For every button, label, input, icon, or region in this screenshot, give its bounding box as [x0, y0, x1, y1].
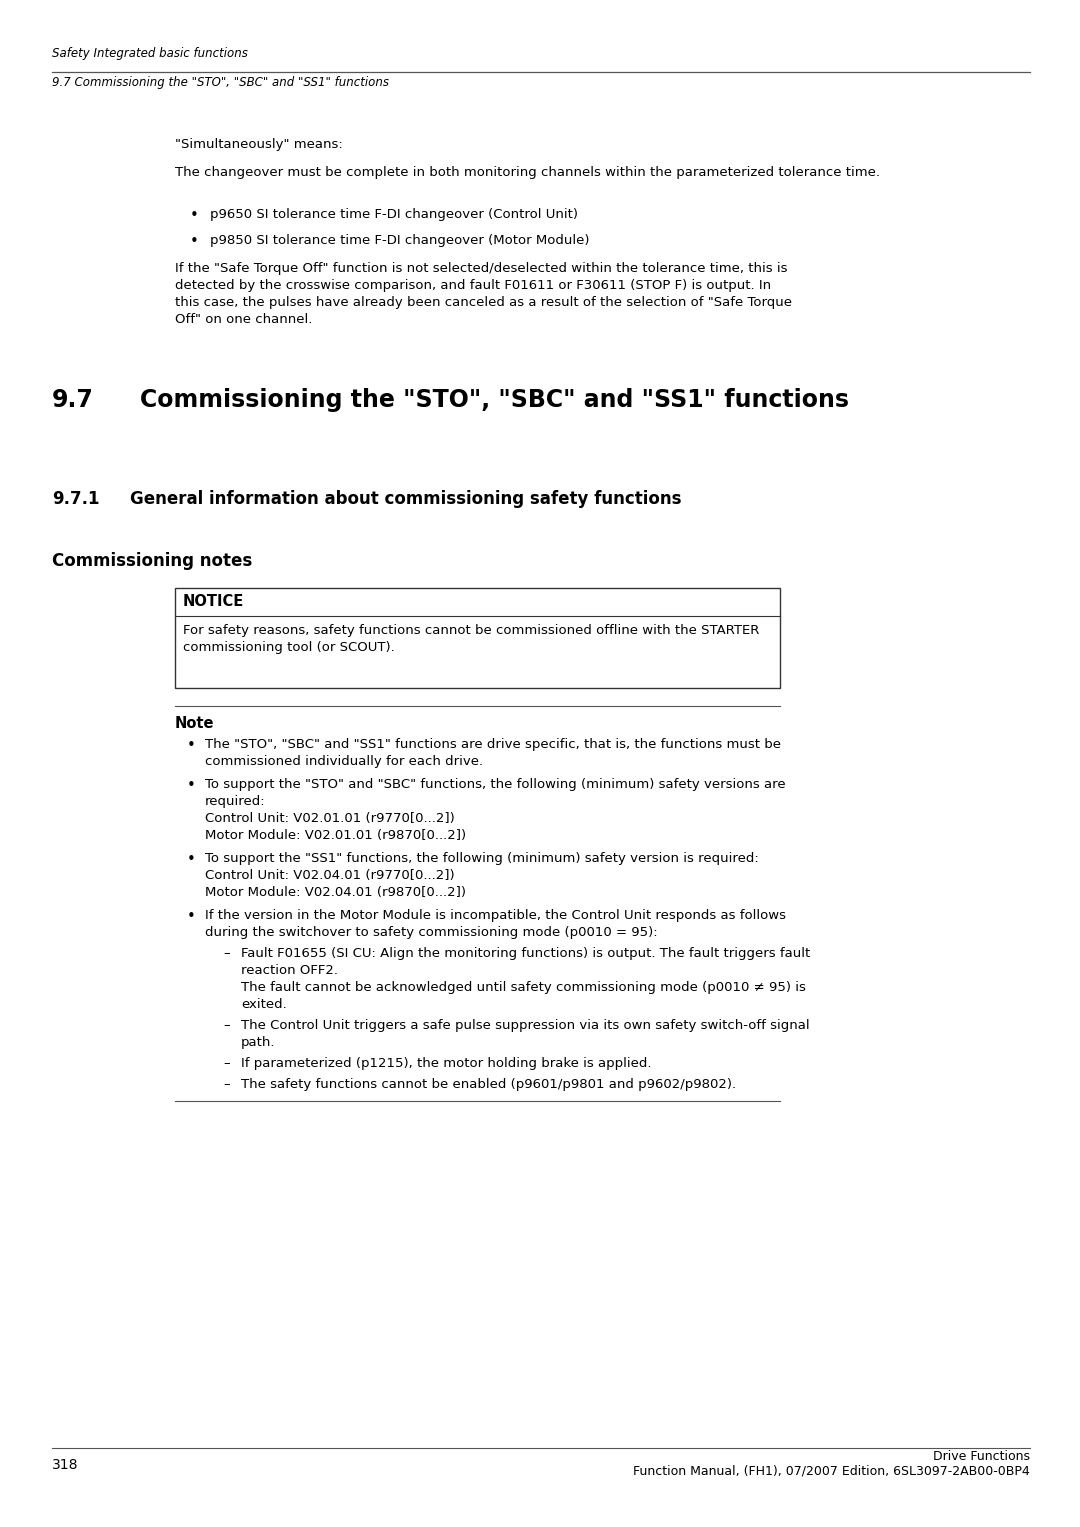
Text: p9850 SI tolerance time F-DI changeover (Motor Module): p9850 SI tolerance time F-DI changeover … — [210, 234, 590, 247]
Text: Control Unit: V02.01.01 (r9770[0...2]): Control Unit: V02.01.01 (r9770[0...2]) — [205, 812, 455, 825]
Text: commissioned individually for each drive.: commissioned individually for each drive… — [205, 754, 483, 768]
Text: •: • — [187, 777, 195, 793]
Text: –: – — [222, 1057, 230, 1070]
Text: The safety functions cannot be enabled (p9601/p9801 and p9602/p9802).: The safety functions cannot be enabled (… — [241, 1078, 737, 1090]
Text: during the switchover to safety commissioning mode (p0010 = 95):: during the switchover to safety commissi… — [205, 925, 658, 939]
Text: Off" on one channel.: Off" on one channel. — [175, 313, 312, 325]
Text: The changeover must be complete in both monitoring channels within the parameter: The changeover must be complete in both … — [175, 166, 880, 179]
Text: Commissioning the "STO", "SBC" and "SS1" functions: Commissioning the "STO", "SBC" and "SS1"… — [140, 388, 849, 412]
Text: •: • — [190, 234, 199, 249]
Bar — [175, 588, 780, 689]
Text: •: • — [187, 852, 195, 867]
Text: Note: Note — [175, 716, 215, 731]
Text: –: – — [222, 1019, 230, 1032]
Text: To support the "STO" and "SBC" functions, the following (minimum) safety version: To support the "STO" and "SBC" functions… — [205, 777, 785, 791]
Text: 9.7 Commissioning the "STO", "SBC" and "SS1" functions: 9.7 Commissioning the "STO", "SBC" and "… — [52, 76, 389, 89]
Text: Commissioning notes: Commissioning notes — [52, 551, 253, 570]
Text: The "STO", "SBC" and "SS1" functions are drive specific, that is, the functions : The "STO", "SBC" and "SS1" functions are… — [205, 738, 781, 751]
Text: 9.7: 9.7 — [52, 388, 94, 412]
Text: If the version in the Motor Module is incompatible, the Control Unit responds as: If the version in the Motor Module is in… — [205, 909, 786, 922]
Text: Drive Functions: Drive Functions — [933, 1451, 1030, 1463]
Text: path.: path. — [241, 1035, 275, 1049]
Text: The fault cannot be acknowledged until safety commissioning mode (p0010 ≠ 95) is: The fault cannot be acknowledged until s… — [241, 980, 806, 994]
Text: Fault F01655 (SI CU: Align the monitoring functions) is output. The fault trigge: Fault F01655 (SI CU: Align the monitorin… — [241, 947, 810, 960]
Text: exited.: exited. — [241, 999, 287, 1011]
Text: General information about commissioning safety functions: General information about commissioning … — [130, 490, 681, 508]
Text: –: – — [222, 1078, 230, 1090]
Text: Motor Module: V02.01.01 (r9870[0...2]): Motor Module: V02.01.01 (r9870[0...2]) — [205, 829, 467, 841]
Text: –: – — [222, 947, 230, 960]
Text: Function Manual, (FH1), 07/2007 Edition, 6SL3097-2AB00-0BP4: Function Manual, (FH1), 07/2007 Edition,… — [633, 1464, 1030, 1477]
Text: 9.7.1: 9.7.1 — [52, 490, 99, 508]
Text: 318: 318 — [52, 1458, 79, 1472]
Text: •: • — [190, 208, 199, 223]
Text: NOTICE: NOTICE — [183, 594, 244, 609]
Text: "Simultaneously" means:: "Simultaneously" means: — [175, 137, 342, 151]
Text: detected by the crosswise comparison, and fault F01611 or F30611 (STOP F) is out: detected by the crosswise comparison, an… — [175, 279, 771, 292]
Text: this case, the pulses have already been canceled as a result of the selection of: this case, the pulses have already been … — [175, 296, 792, 308]
Text: commissioning tool (or SCOUT).: commissioning tool (or SCOUT). — [183, 641, 395, 654]
Text: Motor Module: V02.04.01 (r9870[0...2]): Motor Module: V02.04.01 (r9870[0...2]) — [205, 886, 465, 899]
Text: •: • — [187, 909, 195, 924]
Text: reaction OFF2.: reaction OFF2. — [241, 964, 338, 977]
Text: If parameterized (p1215), the motor holding brake is applied.: If parameterized (p1215), the motor hold… — [241, 1057, 651, 1070]
Text: The Control Unit triggers a safe pulse suppression via its own safety switch-off: The Control Unit triggers a safe pulse s… — [241, 1019, 810, 1032]
Text: required:: required: — [205, 796, 266, 808]
Text: For safety reasons, safety functions cannot be commissioned offline with the STA: For safety reasons, safety functions can… — [183, 625, 759, 637]
Text: •: • — [187, 738, 195, 753]
Text: Control Unit: V02.04.01 (r9770[0...2]): Control Unit: V02.04.01 (r9770[0...2]) — [205, 869, 455, 883]
Text: p9650 SI tolerance time F-DI changeover (Control Unit): p9650 SI tolerance time F-DI changeover … — [210, 208, 578, 221]
Text: To support the "SS1" functions, the following (minimum) safety version is requir: To support the "SS1" functions, the foll… — [205, 852, 759, 864]
Text: Safety Integrated basic functions: Safety Integrated basic functions — [52, 47, 248, 60]
Text: If the "Safe Torque Off" function is not selected/deselected within the toleranc: If the "Safe Torque Off" function is not… — [175, 263, 787, 275]
